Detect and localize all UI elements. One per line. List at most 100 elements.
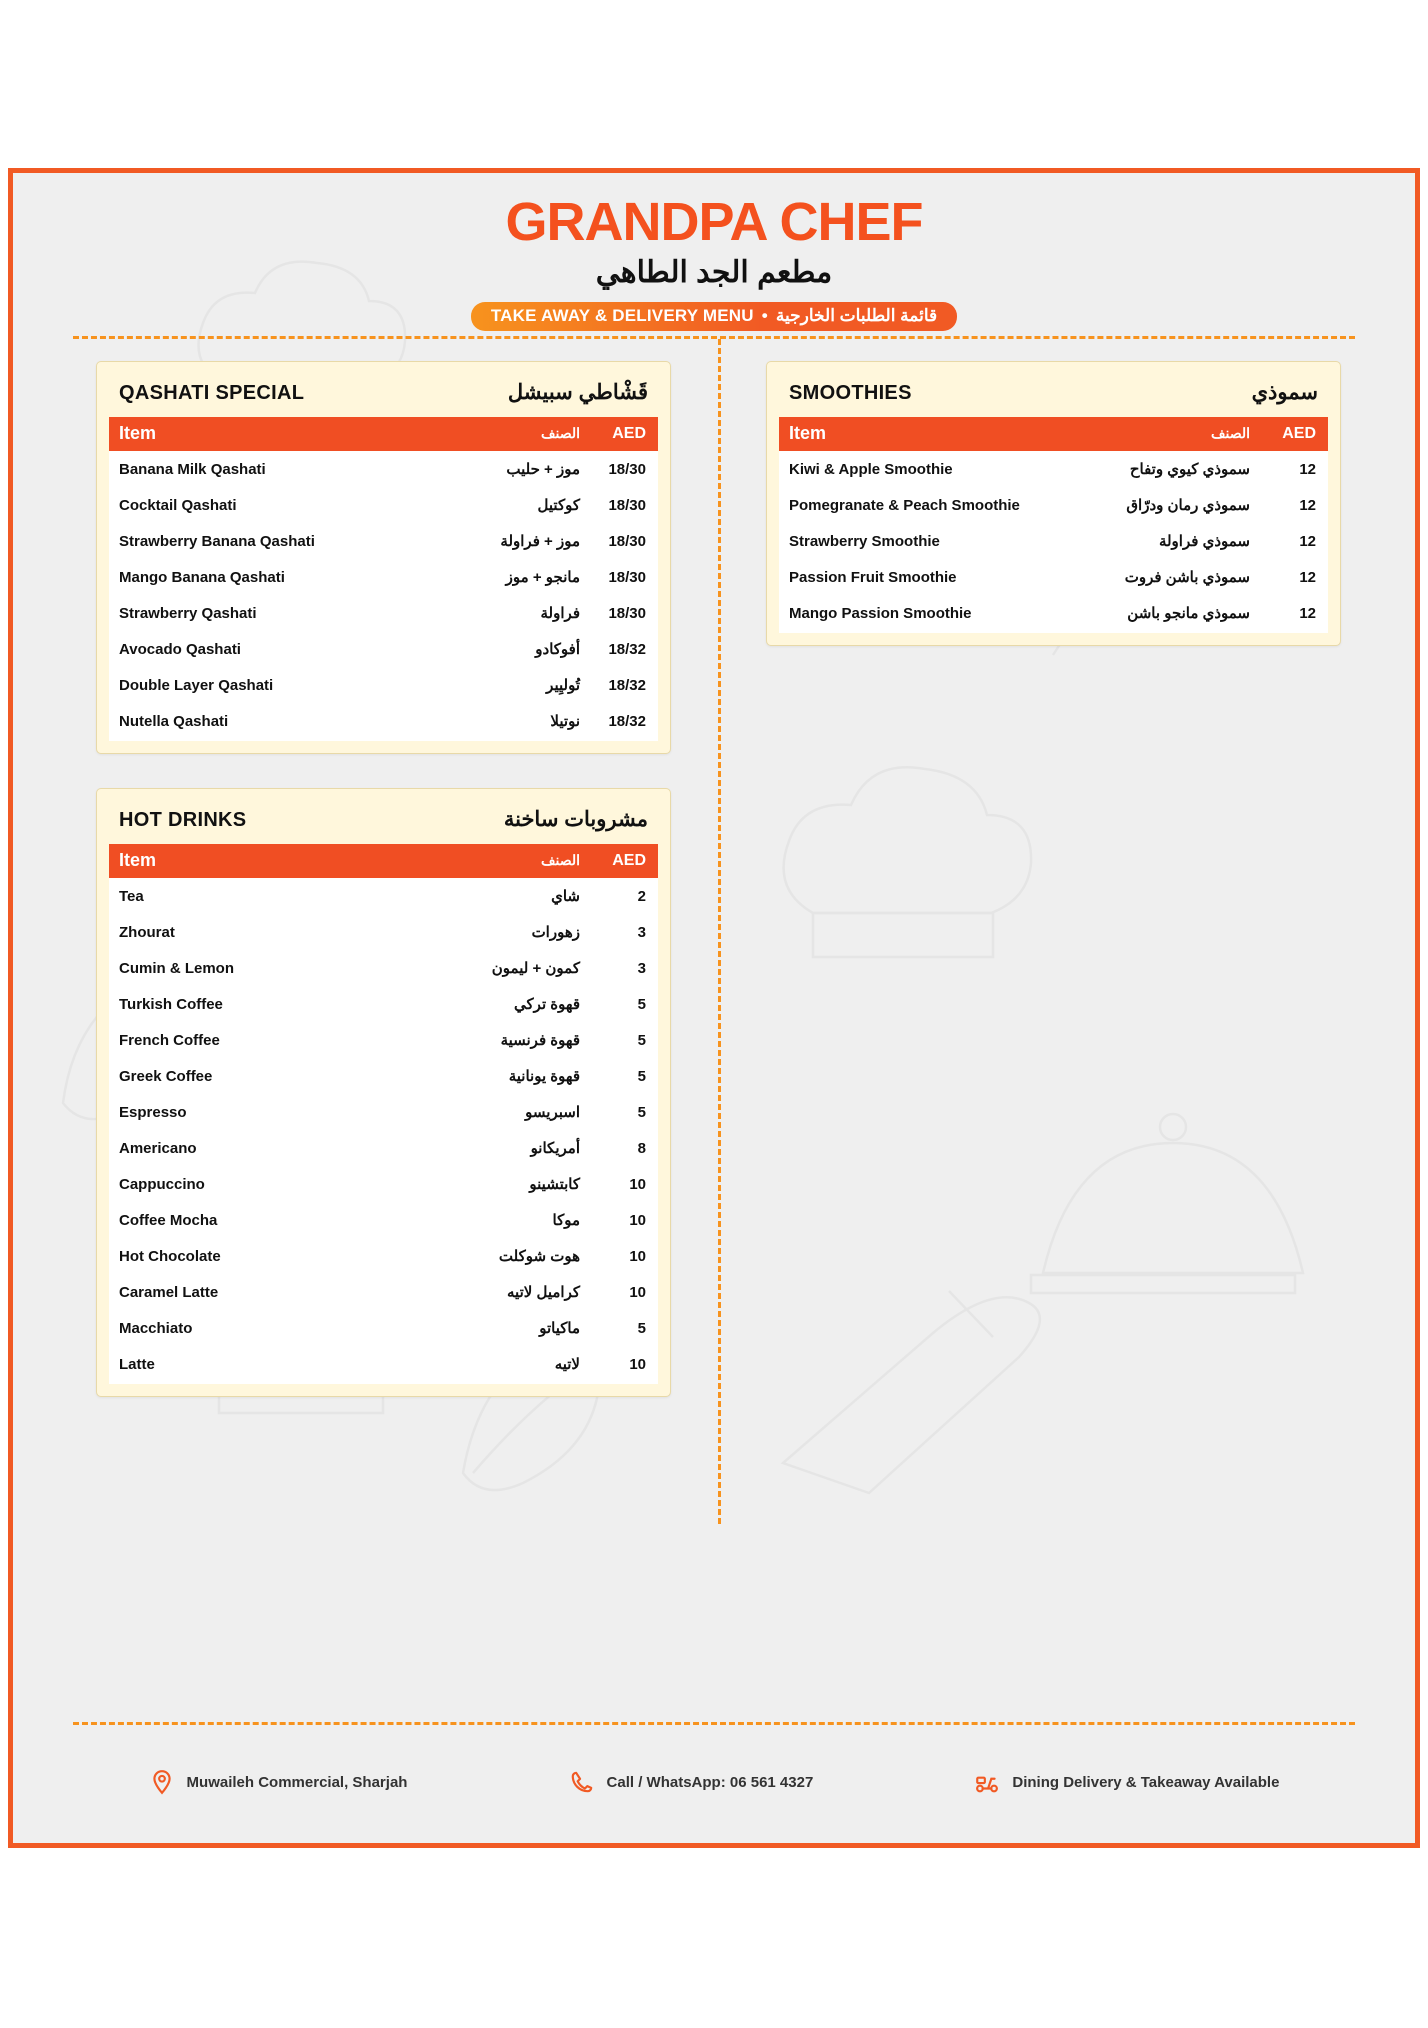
table-row: Avocado Qashati أفوكادو 18/32 <box>109 631 658 667</box>
footer-service-text: Dining Delivery & Takeaway Available <box>1012 1773 1280 1791</box>
chef-hat-doodle <box>782 765 1033 959</box>
section-title: SMOOTHIES <box>789 382 912 404</box>
table-row: Banana Milk Qashati موز + حليب 18/30 <box>109 451 658 487</box>
table-row: Pomegranate & Peach Smoothie سموذي رمان و… <box>779 487 1328 523</box>
item-price: 12 <box>1299 460 1316 478</box>
section-hot-drinks: HOT DRINKS مشروبات ساخنة Item الصنف AED … <box>96 788 671 1397</box>
item-name: Tea <box>119 887 144 905</box>
footer-location-text: Muwaileh Commercial, Sharjah <box>186 1773 408 1791</box>
footer: Muwaileh Commercial, Sharjah Call / What… <box>13 1769 1415 1795</box>
table-body: Banana Milk Qashati موز + حليب 18/30 Cockt… <box>109 451 658 741</box>
item-name-arabic: فراولة <box>540 605 580 622</box>
col-item: Item <box>109 844 436 878</box>
table-row: French Coffee قهوة فرنسية 5 <box>109 1022 658 1058</box>
section-header: QASHATI SPECIAL قَشْاطي سبيشل <box>109 372 658 417</box>
item-name: Strawberry Smoothie <box>789 532 940 550</box>
item-name: Cocktail Qashati <box>119 496 237 514</box>
item-name-arabic: هوت شوكلت <box>498 1248 580 1265</box>
item-price: 10 <box>629 1283 646 1301</box>
item-name: Avocado Qashati <box>119 640 241 658</box>
table-head: Item الصنف AED <box>779 417 1328 451</box>
table-body: Kiwi & Apple Smoothie سموذي كيوي وتفاح 12 … <box>779 451 1328 633</box>
table-head: Item الصنف AED <box>109 844 658 878</box>
footer-phone-text: Call / WhatsApp: 06 561 4327 <box>606 1773 814 1791</box>
table-row: Espresso اسبريسو 5 <box>109 1094 658 1130</box>
table-body: Tea شاي 2 Zhourat زهورات 3 Cumin & Lemon كمون… <box>109 878 658 1384</box>
item-name-arabic: موكا <box>552 1212 581 1229</box>
item-price: 5 <box>637 1319 646 1337</box>
item-name-arabic: نوتيلا <box>550 713 580 730</box>
item-name-arabic: كوكتيل <box>537 497 580 514</box>
item-name: Mango Passion Smoothie <box>789 604 972 622</box>
table-row: Zhourat زهورات 3 <box>109 914 658 950</box>
item-name: Coffee Mocha <box>119 1211 218 1229</box>
table-row: Cocktail Qashati كوكتيل 18/30 <box>109 487 658 523</box>
item-price: 8 <box>637 1139 646 1157</box>
phone-icon <box>571 1771 592 1793</box>
item-name: Mango Banana Qashati <box>119 568 285 586</box>
item-name-arabic: مانجو + موز <box>505 569 580 586</box>
table-row: Coffee Mocha موكا 10 <box>109 1202 658 1238</box>
table-row: Passion Fruit Smoothie سموذي باشن فروت 12 <box>779 559 1328 595</box>
item-price: 12 <box>1299 532 1316 550</box>
item-price: 18/32 <box>608 640 646 658</box>
table-row: Macchiato ماكياتو 5 <box>109 1310 658 1346</box>
section-title-arabic: مشروبات ساخنة <box>503 808 648 831</box>
col-currency: AED <box>1256 417 1328 451</box>
table-row: Cappuccino كابتشينو 10 <box>109 1166 658 1202</box>
col-item-arabic: الصنف <box>436 844 586 878</box>
item-price: 2 <box>637 887 646 905</box>
item-name: Americano <box>119 1139 197 1157</box>
item-name-arabic: قهوة تركي <box>514 996 580 1013</box>
item-name-arabic: ماكياتو <box>539 1320 580 1337</box>
ribbon-separator-dot: • <box>761 306 768 325</box>
item-price: 5 <box>637 1067 646 1085</box>
header-divider <box>73 336 1355 339</box>
menu-type-ribbon: TAKE AWAY & DELIVERY MENU • قائمة الطلبات … <box>470 302 958 331</box>
col-item-arabic: الصنف <box>436 417 586 451</box>
table-row: Turkish Coffee قهوة تركي 5 <box>109 986 658 1022</box>
item-name-arabic: سموذي كيوي وتفاح <box>1129 461 1250 478</box>
item-name: Strawberry Qashati <box>119 604 257 622</box>
item-price: 12 <box>1299 604 1316 622</box>
item-name: French Coffee <box>119 1031 220 1049</box>
section-title-arabic: سموذي <box>1251 381 1318 404</box>
table-header-row: Item الصنف AED <box>779 417 1328 451</box>
item-price: 18/30 <box>608 532 646 550</box>
section-title: QASHATI SPECIAL <box>119 382 305 404</box>
item-price: 18/32 <box>608 712 646 730</box>
table-header-row: Item الصنف AED <box>109 417 658 451</box>
brand-title-arabic: مطعم الجد الطاهي <box>595 256 833 289</box>
item-price: 18/32 <box>608 676 646 694</box>
item-name: Strawberry Banana Qashati <box>119 532 315 550</box>
section-smoothies: SMOOTHIES سموذي Item الصنف AED Kiwi & Ap… <box>766 361 1341 646</box>
item-price: 18/30 <box>608 604 646 622</box>
table-row: Cumin & Lemon كمون + ليمون 3 <box>109 950 658 986</box>
item-price: 10 <box>629 1247 646 1265</box>
table-row: Americano أمريكانو 8 <box>109 1130 658 1166</box>
item-name: Turkish Coffee <box>119 995 223 1013</box>
left-column: QASHATI SPECIAL قَشْاطي سبيشل Item الصنف… <box>96 361 671 1431</box>
item-price: 5 <box>637 995 646 1013</box>
col-item: Item <box>779 417 1106 451</box>
item-name: Pomegranate & Peach Smoothie <box>789 496 1020 514</box>
table-row: Mango Passion Smoothie سموذي مانجو باشن 12 <box>779 595 1328 633</box>
item-name: Macchiato <box>119 1319 193 1337</box>
item-name-arabic: أمريكانو <box>530 1140 580 1157</box>
menu-table: Item الصنف AED Tea شاي 2 Zhourat زهورات 3 Cu… <box>109 844 658 1384</box>
item-name: Nutella Qashati <box>119 712 229 730</box>
section-qashati-special: QASHATI SPECIAL قَشْاطي سبيشل Item الصنف… <box>96 361 671 754</box>
section-title: HOT DRINKS <box>119 809 247 831</box>
footer-divider <box>73 1722 1355 1725</box>
item-name: Zhourat <box>119 923 175 941</box>
item-name: Banana Milk Qashati <box>119 460 266 478</box>
table-row: Strawberry Qashati فراولة 18/30 <box>109 595 658 631</box>
item-price: 12 <box>1299 568 1316 586</box>
item-name-arabic: قهوة فرنسية <box>500 1032 580 1049</box>
table-row: Greek Coffee قهوة يونانية 5 <box>109 1058 658 1094</box>
item-name-arabic: زهورات <box>531 924 580 941</box>
item-price: 10 <box>629 1211 646 1229</box>
item-name: Passion Fruit Smoothie <box>789 568 957 586</box>
item-price: 10 <box>629 1175 646 1193</box>
item-name-arabic: اسبريسو <box>525 1104 580 1121</box>
